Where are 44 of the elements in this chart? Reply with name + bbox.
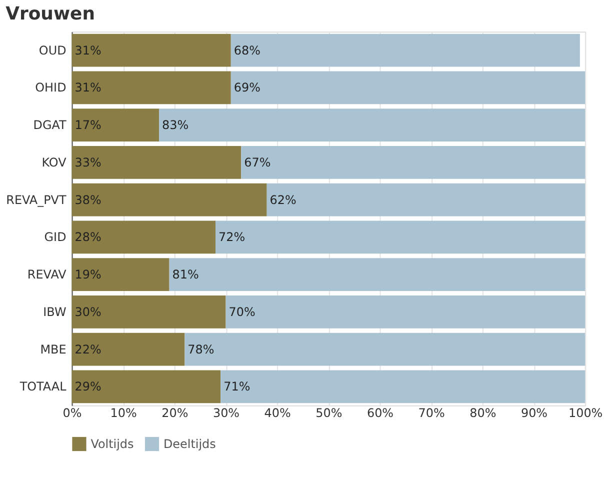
y-tick-label: OHID xyxy=(35,80,66,95)
data-label: 81% xyxy=(172,268,199,282)
legend-label: Deeltijds xyxy=(163,436,216,451)
y-tick-label: DGAT xyxy=(33,118,67,132)
data-label: 67% xyxy=(244,155,271,170)
data-label: 78% xyxy=(188,342,214,356)
data-label: 71% xyxy=(224,380,250,394)
data-label: 72% xyxy=(218,230,246,244)
data-label: 70% xyxy=(228,304,256,319)
data-label: 30% xyxy=(74,304,102,319)
y-tick-label: GID xyxy=(44,230,66,244)
y-tick-label: IBW xyxy=(43,304,66,319)
data-label: 17% xyxy=(74,118,102,132)
data-label: 33% xyxy=(74,155,102,170)
x-tick-label: 60% xyxy=(366,406,394,420)
y-tick-label: REVAV xyxy=(27,268,68,282)
data-label: 31% xyxy=(74,43,102,58)
data-label: 29% xyxy=(74,380,102,394)
data-label: 68% xyxy=(234,43,260,58)
y-tick-label: TOTAAL xyxy=(18,380,67,394)
chart-title: Vrouwen xyxy=(6,4,95,25)
x-tick-label: 80% xyxy=(470,406,496,420)
data-label: 22% xyxy=(74,342,102,356)
x-tick-label: 40% xyxy=(264,406,291,420)
data-label: 62% xyxy=(270,192,296,207)
x-tick-label: 30% xyxy=(212,406,240,420)
data-label: 83% xyxy=(162,118,189,132)
data-label: 19% xyxy=(74,268,102,282)
x-tick-label: 50% xyxy=(316,406,342,420)
y-tick-label: OUD xyxy=(38,43,66,58)
y-tick-label: MBE xyxy=(40,342,66,356)
x-tick-label: 0% xyxy=(62,406,82,420)
y-tick-label: KOV xyxy=(42,155,68,170)
x-tick-label: 20% xyxy=(162,406,188,420)
x-tick-label: 100% xyxy=(568,406,603,420)
data-label: 31% xyxy=(74,80,102,95)
data-label: 69% xyxy=(234,80,260,95)
data-label: 28% xyxy=(74,230,102,244)
x-tick-label: 90% xyxy=(520,406,548,420)
data-label: 38% xyxy=(74,192,102,207)
legend-label: Voltijds xyxy=(90,436,134,451)
x-tick-label: 10% xyxy=(110,406,137,420)
x-tick-label: 70% xyxy=(418,406,445,420)
y-tick-label: REVA_PVT xyxy=(6,192,67,207)
